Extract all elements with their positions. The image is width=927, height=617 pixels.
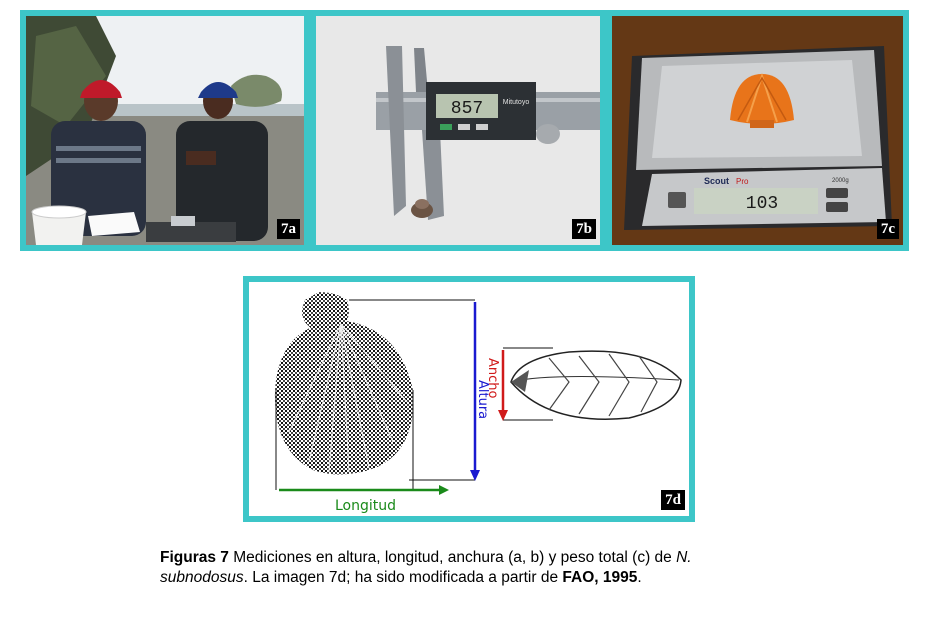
panel-label-7c: 7c: [877, 219, 899, 239]
scale-brand-suffix: Pro: [736, 177, 749, 186]
field-measurement-photo: [26, 16, 304, 245]
scale-model: 2000g: [832, 178, 849, 184]
panel-label-7d: 7d: [661, 490, 685, 510]
photo-panel-7c: 103 Scout Pro 2000g 7c: [606, 10, 909, 251]
label-longitud: Longitud: [335, 498, 396, 514]
photo-panel-7a: 7a: [20, 10, 310, 251]
scale-brand: Scout: [704, 176, 729, 186]
diagram-panel-7d: Longitud Altura Ancho 7d: [243, 276, 695, 522]
caliper-photo: 857 Mitutoyo: [316, 16, 600, 245]
caption-figure-label: Figuras 7: [160, 549, 229, 566]
caption-text-1: Mediciones en altura, longitud, anchura …: [229, 549, 676, 566]
scallop-measurement-diagram: Longitud Altura Ancho: [249, 282, 689, 516]
scale-display: 103: [746, 194, 778, 214]
caption-text-2: . La imagen 7d; ha sido modificada a par…: [244, 569, 563, 586]
caption-source: FAO, 1995: [562, 569, 637, 586]
caliper-brand: Mitutoyo: [503, 99, 530, 106]
figure-caption: Figuras 7 Mediciones en altura, longitud…: [160, 548, 772, 588]
caption-end: .: [637, 569, 641, 586]
photo-panel-7b: 857 Mitutoyo 7b: [310, 10, 606, 251]
panel-label-7b: 7b: [572, 219, 596, 239]
scale-photo: 103 Scout Pro 2000g: [612, 16, 903, 245]
panel-label-7a: 7a: [277, 219, 300, 239]
caliper-display: 857: [451, 99, 483, 119]
label-ancho: Ancho: [485, 358, 500, 399]
